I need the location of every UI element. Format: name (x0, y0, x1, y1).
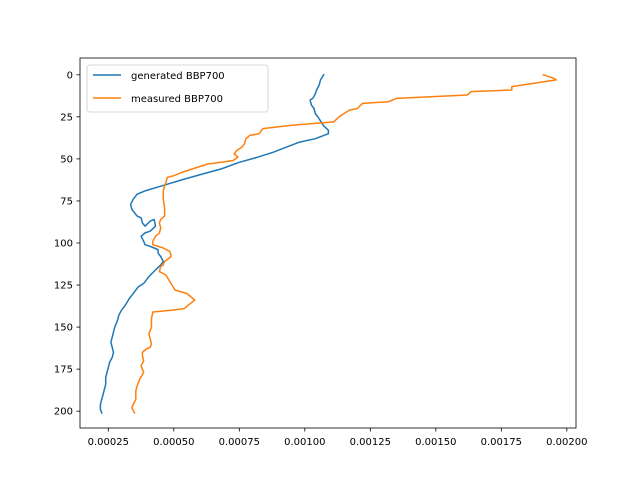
series-line-measured (131, 73, 558, 414)
x-tick-label: 0.00200 (546, 437, 587, 448)
y-tick-label: 200 (54, 407, 73, 418)
x-axis: 0.00025 0.00050 0.00075 0.00100 0.00125 0.001… (88, 428, 588, 448)
series-layer (99, 73, 558, 414)
y-tick-label: 75 (60, 196, 73, 207)
x-tick-label: 0.00050 (153, 437, 194, 448)
x-tick-label: 0.00025 (88, 437, 129, 448)
x-tick-label: 0.00100 (284, 437, 325, 448)
legend: generated BBP700 measured BBP700 (86, 64, 269, 113)
x-tick-label: 0.00150 (415, 437, 456, 448)
y-tick-label: 175 (54, 365, 73, 376)
series-line-generated (99, 73, 330, 414)
legend-box (86, 64, 269, 113)
legend-label-generated: generated BBP700 (131, 71, 225, 82)
y-tick-label: 25 (60, 112, 73, 123)
x-tick-label: 0.00075 (219, 437, 260, 448)
y-tick-label: 0 (67, 70, 73, 81)
y-tick-label: 150 (54, 323, 73, 334)
y-tick-label: 125 (54, 281, 73, 292)
y-axis: 0 25 50 75 100 125 150 175 200 (54, 70, 80, 418)
x-tick-label: 0.00175 (481, 437, 522, 448)
x-tick-label: 0.00125 (350, 437, 391, 448)
y-tick-label: 100 (54, 239, 73, 250)
legend-label-measured: measured BBP700 (131, 94, 223, 105)
y-tick-label: 50 (60, 154, 73, 165)
